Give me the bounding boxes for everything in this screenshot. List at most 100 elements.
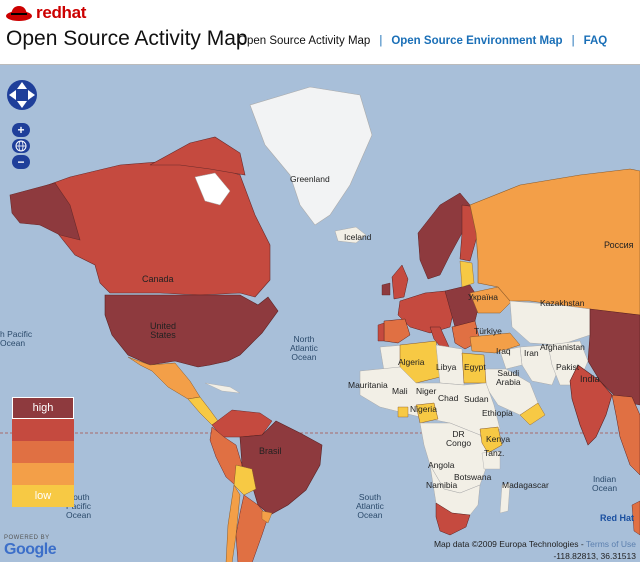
- country-south-africa: [435, 502, 471, 536]
- pan-right-icon: [28, 90, 35, 100]
- top-nav: Open Source Activity Map | Open Source E…: [238, 35, 607, 47]
- nav-link-faq[interactable]: FAQ: [583, 35, 608, 47]
- arctic-islands: [149, 136, 246, 176]
- activity-map[interactable]: Greenland Iceland Canada United States N…: [0, 64, 640, 562]
- pan-down-icon: [17, 101, 27, 108]
- header: redhat Open Source Activity Map Open Sou…: [0, 0, 640, 64]
- pan-control[interactable]: [6, 79, 38, 111]
- country-argentina: [235, 494, 269, 562]
- map-label-saudi-arabia: Saudi Arabia: [496, 368, 521, 387]
- land-greenland: [249, 86, 373, 226]
- country-ukraine: [469, 286, 513, 314]
- zoom-in-button[interactable]: +: [12, 123, 30, 137]
- country-tanzania: [481, 450, 501, 470]
- map-label-chad: Chad: [438, 393, 459, 403]
- map-label-india: India: [580, 374, 600, 384]
- map-data-credit: Map data ©2009 Europa Technologies -: [433, 539, 586, 549]
- country-china: [587, 308, 640, 406]
- map-label-namibia: Namibia: [426, 480, 458, 490]
- zoom-out-button[interactable]: −: [12, 155, 30, 169]
- terms-of-use-link[interactable]: Terms of Use: [585, 539, 636, 549]
- map-label-kazakhstan: Kazakhstan: [540, 298, 585, 308]
- country-india: [569, 364, 613, 446]
- pan-left-icon: [9, 90, 16, 100]
- map-label-indian-ocean: Indian Ocean: [592, 474, 618, 493]
- redhat-logo[interactable]: redhat: [4, 2, 86, 24]
- google-logo[interactable]: POWERED BY Google: [4, 535, 57, 559]
- map-label-red-hat[interactable]: Red Hat: [599, 513, 634, 523]
- country-sahel: [359, 366, 501, 436]
- central-america: [187, 396, 219, 426]
- map-label-north-atlantic: North Atlantic Ocean: [290, 334, 318, 362]
- land-caribbean: [204, 382, 241, 394]
- country-western-europe: [397, 290, 456, 334]
- legend-level-3: [12, 441, 74, 463]
- map-label-afghanistan: Afghanistan: [540, 342, 585, 352]
- map-label-egypt: Egypt: [464, 362, 486, 372]
- country-australia-edge: [631, 500, 640, 536]
- legend-level-2: [12, 419, 74, 441]
- map-label-botswana: Botswana: [454, 472, 492, 482]
- map-label-nigeria: Nigeria: [410, 404, 437, 414]
- country-iceland: [334, 226, 367, 244]
- country-uruguay: [261, 510, 273, 524]
- country-iraq: [499, 346, 523, 370]
- legend-low: low: [12, 485, 74, 507]
- country-turkey: [469, 332, 521, 354]
- map-label-iran: Iran: [524, 348, 539, 358]
- map-label-south-pacific: South Pacific Ocean: [66, 492, 92, 520]
- map-canvas: [0, 86, 640, 562]
- map-label-south-atlantic: South Atlantic Ocean: [356, 492, 384, 520]
- map-label-sudan: Sudan: [464, 394, 489, 404]
- globe-icon: [15, 140, 27, 152]
- arctic-islands-2: [194, 172, 231, 206]
- country-baltics: [459, 260, 475, 288]
- map-label-russia: Россия: [604, 240, 634, 250]
- map-label-turkey: Türkiye: [474, 326, 502, 336]
- country-algeria: [399, 340, 441, 384]
- map-label-angola: Angola: [428, 460, 455, 470]
- map-label-tanzania: Tanz.: [484, 448, 505, 458]
- legend-level-4: [12, 463, 74, 485]
- map-label-kenya: Kenya: [486, 434, 511, 444]
- map-attribution: Map data ©2009 Europa Technologies - Ter…: [434, 539, 636, 549]
- country-kenya: [479, 426, 503, 454]
- map-label-iraq: Iraq: [496, 346, 511, 356]
- nav-separator: |: [379, 35, 383, 47]
- nav-current-activity-map: Open Source Activity Map: [238, 35, 371, 47]
- country-colombia-venezuela: [211, 409, 273, 438]
- world-view-button[interactable]: [12, 139, 30, 153]
- redhat-shadowman-icon: [6, 6, 32, 21]
- google-wordmark: Google: [4, 541, 57, 558]
- pan-up-icon: [17, 82, 27, 89]
- country-spain: [383, 318, 411, 344]
- map-label-libya: Libya: [436, 362, 457, 372]
- powered-by-label: POWERED BY: [4, 535, 50, 541]
- country-portugal: [377, 322, 385, 342]
- country-ireland: [381, 282, 391, 296]
- country-ghana: [397, 406, 409, 418]
- map-label-greenland: Greenland: [290, 174, 330, 184]
- map-label-pacific-left: h Pacific Ocean: [0, 329, 33, 348]
- nav-separator: |: [571, 35, 575, 47]
- country-southeast-asia: [611, 394, 640, 476]
- country-madagascar: [499, 482, 511, 514]
- map-label-iceland: Iceland: [344, 232, 372, 242]
- country-alaska: [9, 182, 81, 241]
- brand-name: redhat: [36, 3, 87, 22]
- country-nigeria: [415, 402, 439, 424]
- page-title: Open Source Activity Map: [6, 27, 248, 50]
- map-label-dr-congo: DR Congo: [446, 429, 472, 448]
- activity-legend: high low: [12, 397, 74, 507]
- nav-link-environment-map[interactable]: Open Source Environment Map: [391, 35, 563, 47]
- map-label-brasil: Brasil: [259, 446, 282, 456]
- map-label-united-states: United States: [150, 321, 177, 340]
- country-bolivia: [233, 464, 257, 496]
- country-kazakhstan: [509, 300, 591, 346]
- map-label-madagascar: Madagascar: [502, 480, 549, 490]
- cursor-coordinates: -118.82813, 36.31513: [553, 551, 636, 561]
- map-label-mauritania: Mauritania: [348, 380, 388, 390]
- zoom-control: + −: [12, 123, 30, 171]
- map-label-algeria: Algeria: [398, 357, 425, 367]
- country-uk: [391, 264, 409, 300]
